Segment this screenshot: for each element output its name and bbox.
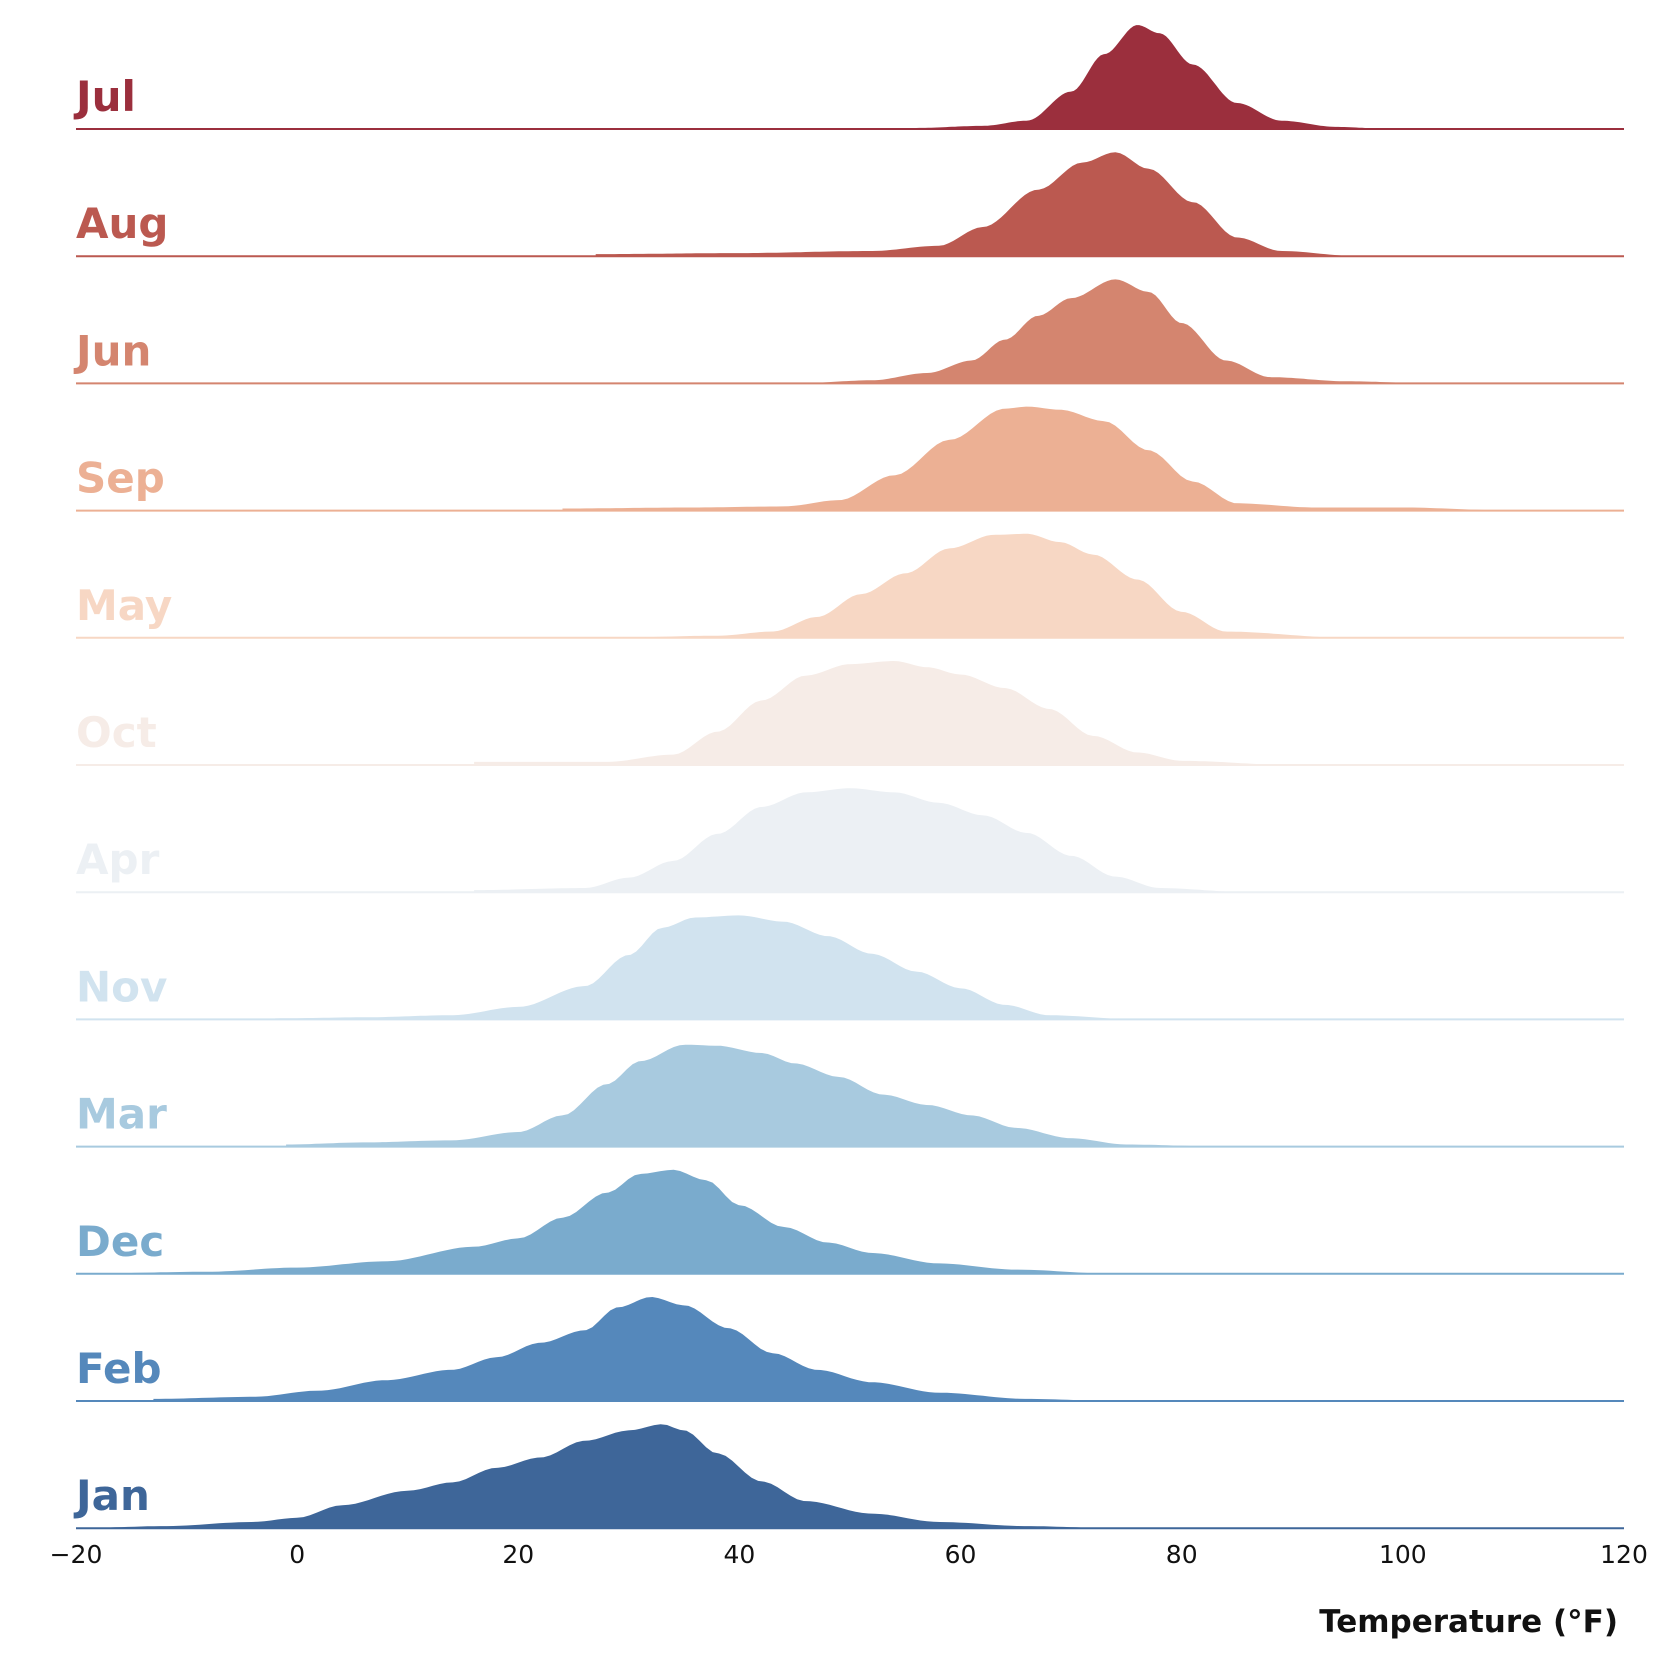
ridge-dec: Dec bbox=[76, 1169, 1624, 1275]
x-tick-label: 60 bbox=[945, 1540, 977, 1569]
ridge-feb: Feb bbox=[76, 1297, 1624, 1402]
density-area-feb bbox=[153, 1297, 1116, 1401]
x-tick-label: 0 bbox=[289, 1540, 305, 1569]
density-area-jun bbox=[794, 279, 1436, 384]
ridge-jun: Jun bbox=[73, 279, 1624, 385]
row-label-jul: Jul bbox=[73, 72, 136, 121]
density-area-may bbox=[606, 533, 1348, 638]
density-area-mar bbox=[286, 1044, 1226, 1147]
row-label-dec: Dec bbox=[76, 1217, 164, 1266]
row-label-jun: Jun bbox=[73, 326, 151, 375]
x-tick-label: 20 bbox=[502, 1540, 534, 1569]
x-tick-label: −20 bbox=[50, 1540, 103, 1569]
ridge-sep: Sep bbox=[76, 406, 1624, 512]
density-area-aug bbox=[595, 152, 1359, 257]
ridges: Jul Aug Jun Sep May Oct Apr Nov Mar Dec Feb Jan bbox=[73, 25, 1624, 1530]
density-area-apr bbox=[474, 788, 1249, 893]
ridge-mar: Mar bbox=[76, 1044, 1624, 1148]
ridge-oct: Oct bbox=[76, 661, 1624, 766]
x-axis-title: Temperature (°F) bbox=[1319, 1604, 1618, 1640]
row-label-feb: Feb bbox=[76, 1344, 162, 1393]
density-area-sep bbox=[562, 406, 1514, 511]
ridge-apr: Apr bbox=[76, 788, 1624, 894]
density-area-jul bbox=[916, 25, 1392, 130]
row-label-aug: Aug bbox=[76, 199, 168, 248]
row-label-apr: Apr bbox=[76, 835, 160, 884]
row-label-mar: Mar bbox=[76, 1090, 167, 1139]
x-tick-label: 120 bbox=[1600, 1540, 1648, 1569]
x-tick-label: 40 bbox=[724, 1540, 756, 1569]
density-area-jan bbox=[76, 1424, 1116, 1529]
row-label-sep: Sep bbox=[76, 454, 165, 503]
ridge-jan: Jan bbox=[73, 1424, 1624, 1530]
ridge-jul: Jul bbox=[73, 25, 1624, 130]
density-area-nov bbox=[275, 915, 1138, 1020]
density-area-oct bbox=[474, 661, 1293, 765]
ridge-aug: Aug bbox=[76, 152, 1624, 258]
x-axis-ticks: −20 0 20 40 60 80 100 120 bbox=[50, 1540, 1648, 1569]
x-tick-label: 100 bbox=[1379, 1540, 1427, 1569]
row-label-jan: Jan bbox=[73, 1471, 150, 1520]
ridge-nov: Nov bbox=[76, 915, 1624, 1021]
ridge-may: May bbox=[76, 533, 1624, 639]
row-label-may: May bbox=[76, 581, 172, 630]
density-area-dec bbox=[76, 1169, 1116, 1274]
row-label-oct: Oct bbox=[76, 708, 157, 757]
x-tick-label: 80 bbox=[1166, 1540, 1198, 1569]
row-label-nov: Nov bbox=[76, 962, 167, 1011]
